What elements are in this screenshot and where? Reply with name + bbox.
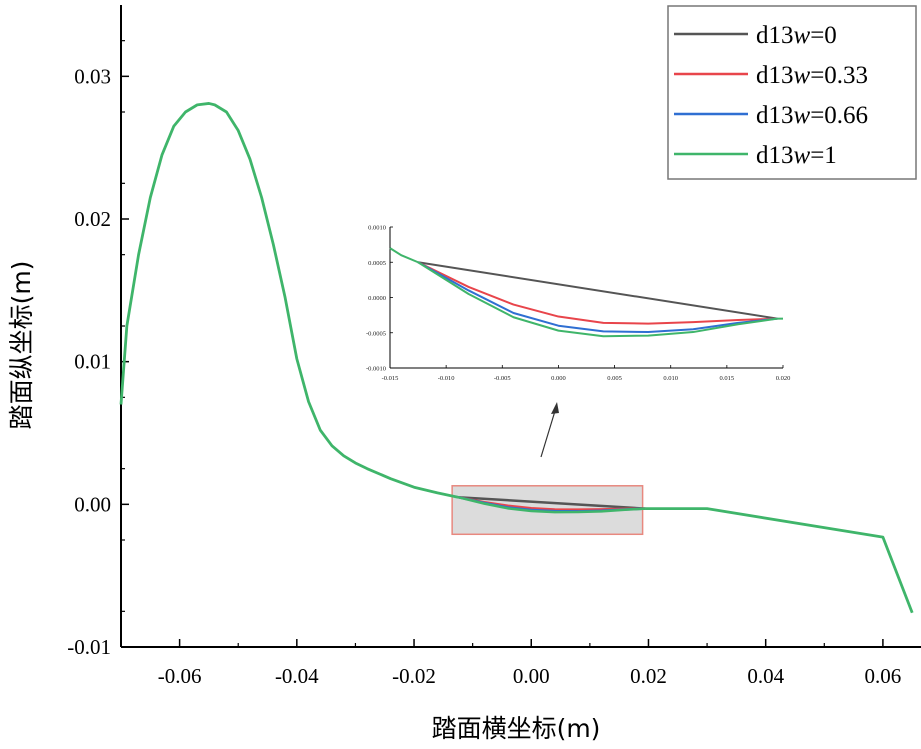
arrow-head: [551, 402, 559, 414]
legend-label: d13w=1: [756, 142, 837, 169]
inset-common-line: [389, 247, 419, 264]
inset-x-tick-label: 0.010: [663, 375, 678, 382]
legend-label: d13w=0.33: [756, 62, 868, 89]
x-tick-label: 0.06: [865, 664, 902, 688]
inset-series-line: [417, 261, 778, 325]
inset-y-tick-label: 0.0000: [368, 295, 386, 302]
x-tick-label: -0.06: [158, 664, 202, 688]
inset-series-line: [417, 261, 778, 334]
inset-y-tick-label: -0.0010: [366, 366, 386, 373]
tail-profile-line: [645, 507, 914, 614]
x-tick-label: -0.02: [392, 664, 436, 688]
x-tick-label: 0.04: [747, 664, 784, 688]
x-tick-label: 0.00: [513, 664, 550, 688]
inset-y-tick-label: -0.0005: [366, 330, 386, 337]
inset-x-tick-label: 0.020: [776, 375, 791, 382]
inset-y-tick-label: 0.0005: [368, 260, 386, 267]
y-tick-label: -0.01: [67, 635, 111, 659]
inset-series-line: [417, 261, 778, 338]
series-lines: [119, 102, 914, 614]
inset-series-line: [417, 261, 778, 320]
series-line: [457, 495, 646, 514]
series-line: [457, 495, 646, 510]
inset-x-tick-label: 0.000: [551, 375, 566, 382]
ticks: -0.06 -0.04 -0.02 0.00 0.02 0.04 0.06 -0.01 0.00…: [67, 40, 902, 688]
inset-x-tick-label: 0.015: [720, 375, 735, 382]
inset-y-tick-label: 0.0010: [368, 225, 386, 232]
y-tick-label: 0.00: [74, 492, 111, 516]
legend: d13w=0 d13w=0.33 d13w=0.66 d13w=1: [667, 5, 917, 180]
arrow-shaft: [540, 410, 556, 458]
inset-x-tick-label: -0.005: [494, 375, 511, 382]
zoom-arrow: [540, 402, 559, 458]
common-profile-line: [119, 102, 459, 499]
inset-chart: -0.015 -0.010 -0.005 0.000 0.005 0.010 0.015 0.…: [366, 225, 790, 383]
x-tick-label: -0.04: [275, 664, 319, 688]
inset-x-tick-label: -0.010: [438, 375, 455, 382]
x-axis-title: 踏面横坐标(m): [432, 714, 601, 743]
legend-label: d13w=0.66: [756, 102, 868, 129]
y-tick-label: 0.03: [74, 64, 111, 88]
y-tick-label: 0.01: [74, 350, 111, 374]
y-tick-label: 0.02: [74, 207, 111, 231]
x-tick-label: 0.02: [630, 664, 667, 688]
inset-x-tick-label: -0.015: [382, 375, 399, 382]
legend-label: d13w=0: [756, 22, 837, 49]
inset-x-tick-label: 0.005: [607, 375, 622, 382]
y-axis-title: 踏面纵坐标(m): [7, 261, 36, 430]
